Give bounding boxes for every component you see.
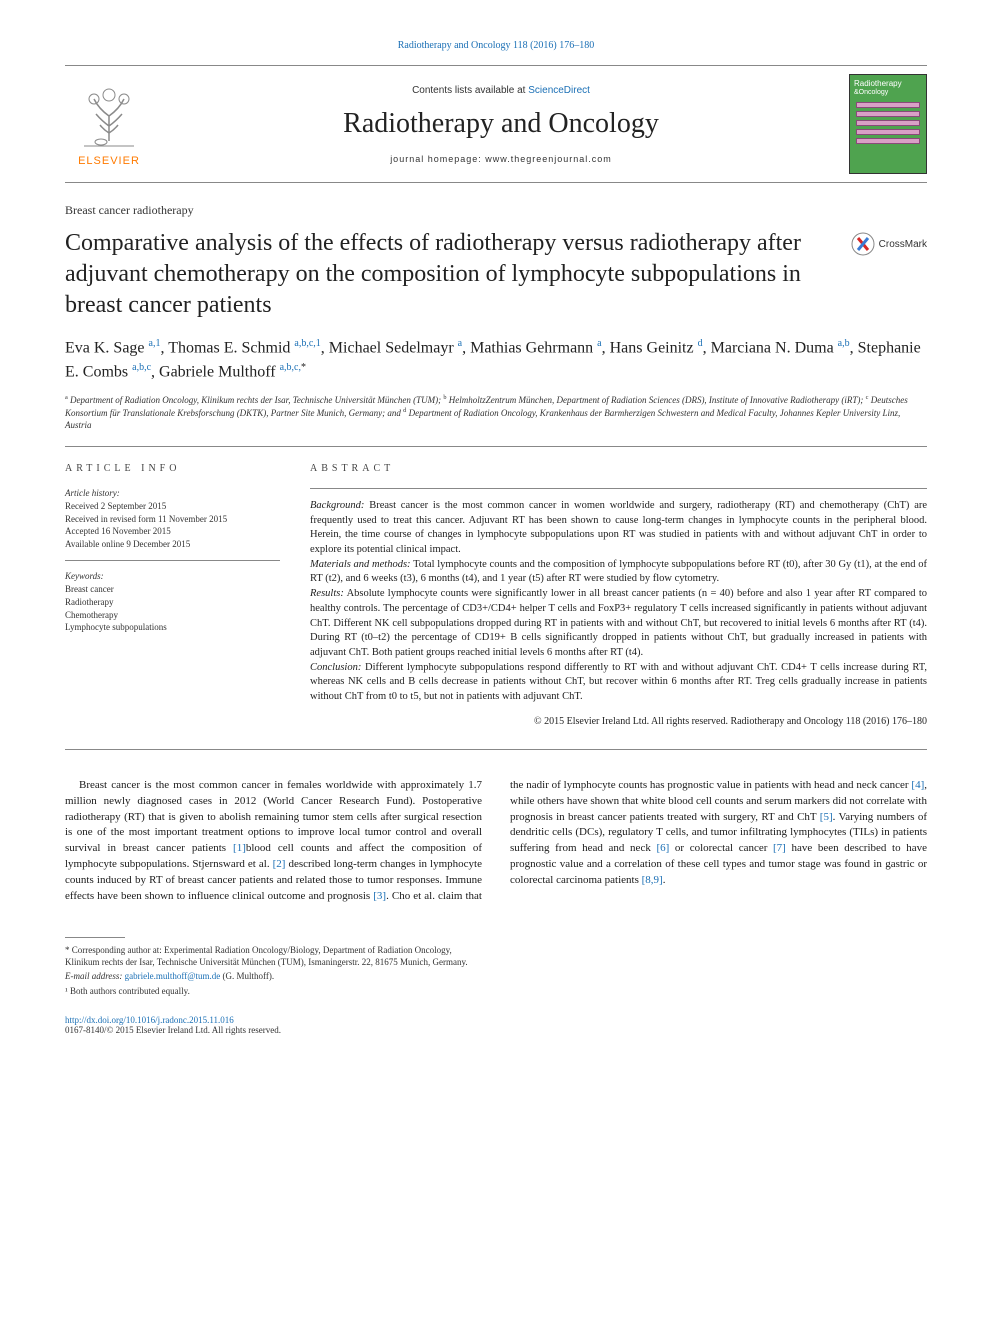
keyword: Breast cancer [65, 583, 280, 596]
body-text-span: . [663, 874, 666, 886]
abstract-res-text: Absolute lymphocyte counts were signific… [310, 588, 927, 658]
citation-ref[interactable]: [4] [911, 779, 924, 791]
divider [65, 560, 280, 561]
abstract-bg-text: Breast cancer is the most common cancer … [310, 500, 927, 555]
citation-ref[interactable]: [7] [773, 842, 786, 854]
affiliations: a Department of Radiation Oncology, Klin… [65, 394, 927, 447]
publisher-logo[interactable]: ELSEVIER [65, 76, 153, 172]
journal-name: Radiotherapy and Oncology [153, 108, 849, 140]
journal-cover-icon: Radiotherapy &Oncology [849, 74, 927, 174]
header-center: Contents lists available at ScienceDirec… [153, 85, 849, 164]
article-info-heading: ARTICLE INFO [65, 463, 280, 474]
article-info: ARTICLE INFO Article history: Received 2… [65, 463, 280, 729]
keyword: Radiotherapy [65, 596, 280, 609]
abstract-con-text: Different lymphocyte subpopulations resp… [310, 662, 927, 702]
crossmark-label: CrossMark [879, 239, 927, 250]
cover-subtitle: &Oncology [850, 89, 926, 98]
citation-ref[interactable]: [5] [820, 811, 833, 823]
abstract-bg-label: Background: [310, 500, 364, 511]
keywords-label: Keywords: [65, 571, 280, 581]
keyword: Lymphocyte subpopulations [65, 621, 280, 634]
equal-contrib: ¹ Both authors contributed equally. [65, 985, 475, 997]
citation-ref[interactable]: [3] [373, 890, 386, 902]
abstract-results: Results: Absolute lymphocyte counts were… [310, 587, 927, 660]
history-line: Received in revised form 11 November 201… [65, 513, 280, 526]
publisher-name: ELSEVIER [78, 155, 140, 167]
abstract-mm-label: Materials and methods: [310, 559, 411, 570]
abstract-con-label: Conclusion: [310, 662, 361, 673]
history-label: Article history: [65, 488, 280, 498]
history-line: Accepted 16 November 2015 [65, 525, 280, 538]
top-citation[interactable]: Radiotherapy and Oncology 118 (2016) 176… [65, 40, 927, 51]
history-line: Received 2 September 2015 [65, 500, 280, 513]
article-title: Comparative analysis of the effects of r… [65, 228, 845, 322]
cover-title: Radiotherapy [850, 75, 926, 89]
info-abstract-row: ARTICLE INFO Article history: Received 2… [65, 463, 927, 750]
contents-prefix: Contents lists available at [412, 85, 528, 96]
abstract-copyright: © 2015 Elsevier Ireland Ltd. All rights … [310, 715, 927, 729]
journal-homepage[interactable]: journal homepage: www.thegreenjournal.co… [153, 154, 849, 164]
keyword: Chemotherapy [65, 609, 280, 622]
contents-available: Contents lists available at ScienceDirec… [153, 85, 849, 96]
email-suffix: (G. Multhoff). [220, 971, 274, 981]
abstract-background: Background: Breast cancer is the most co… [310, 499, 927, 558]
citation-ref[interactable]: [2] [273, 858, 286, 870]
issn-copyright: 0167-8140/© 2015 Elsevier Ireland Ltd. A… [65, 1025, 927, 1035]
abstract-res-label: Results: [310, 588, 344, 599]
crossmark-icon [851, 232, 875, 256]
elsevier-tree-icon [74, 81, 144, 151]
doi-link[interactable]: http://dx.doi.org/10.1016/j.radonc.2015.… [65, 1015, 927, 1025]
section-label: Breast cancer radiotherapy [65, 203, 927, 218]
cover-stripes [856, 102, 921, 147]
body-text: Breast cancer is the most common cancer … [65, 778, 927, 906]
authors-list: Eva K. Sage a,1, Thomas E. Schmid a,b,c,… [65, 336, 927, 385]
email-link[interactable]: gabriele.multhoff@tum.de [125, 971, 221, 981]
abstract: ABSTRACT Background: Breast cancer is th… [310, 463, 927, 729]
abstract-heading: ABSTRACT [310, 463, 927, 474]
email-label: E-mail address: [65, 971, 125, 981]
abstract-conclusion: Conclusion: Different lymphocyte subpopu… [310, 661, 927, 705]
body-para: Breast cancer is the most common cancer … [65, 778, 927, 906]
history-line: Available online 9 December 2015 [65, 538, 280, 551]
body-text-span: or colorectal cancer [669, 842, 773, 854]
footnotes: * Corresponding author at: Experimental … [65, 929, 475, 997]
divider [65, 937, 125, 938]
citation-ref[interactable]: [6] [656, 842, 669, 854]
citation-ref[interactable]: [1] [233, 842, 246, 854]
email-line: E-mail address: gabriele.multhoff@tum.de… [65, 970, 475, 982]
crossmark-badge[interactable]: CrossMark [851, 232, 927, 256]
divider [310, 488, 927, 489]
sciencedirect-link[interactable]: ScienceDirect [528, 85, 590, 96]
corresponding-author: * Corresponding author at: Experimental … [65, 944, 475, 968]
citation-ref[interactable]: [8,9] [642, 874, 663, 886]
journal-header: ELSEVIER Contents lists available at Sci… [65, 65, 927, 183]
abstract-materials: Materials and methods: Total lymphocyte … [310, 558, 927, 587]
